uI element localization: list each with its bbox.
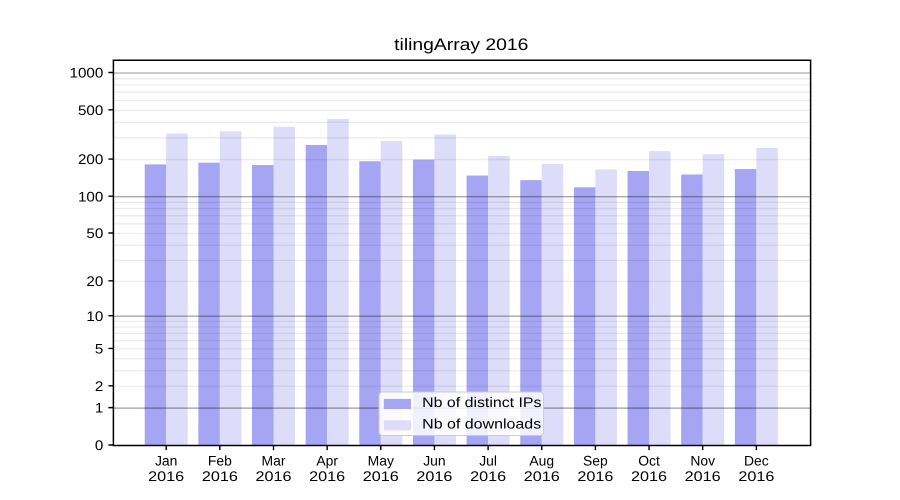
svg-text:500: 500: [78, 102, 104, 118]
svg-text:2016: 2016: [148, 468, 184, 484]
svg-text:Nb of downloads: Nb of downloads: [422, 415, 541, 431]
svg-text:200: 200: [78, 151, 104, 167]
svg-text:Oct: Oct: [638, 452, 660, 468]
svg-text:Jan: Jan: [155, 452, 177, 468]
svg-text:2016: 2016: [256, 468, 292, 484]
svg-text:2016: 2016: [685, 468, 721, 484]
svg-text:2016: 2016: [363, 468, 399, 484]
svg-text:Mar: Mar: [262, 452, 286, 468]
svg-text:10: 10: [86, 308, 103, 324]
svg-text:100: 100: [78, 188, 104, 204]
svg-text:Aug: Aug: [529, 452, 554, 468]
svg-text:1: 1: [95, 400, 104, 416]
svg-text:Apr: Apr: [316, 452, 338, 468]
svg-text:2016: 2016: [202, 468, 238, 484]
svg-text:Nov: Nov: [690, 452, 715, 468]
svg-text:2016: 2016: [416, 468, 452, 484]
svg-text:2016: 2016: [738, 468, 774, 484]
svg-text:Dec: Dec: [744, 452, 769, 468]
svg-text:50: 50: [86, 225, 103, 241]
svg-text:Feb: Feb: [208, 452, 232, 468]
svg-text:Nb of distinct IPs: Nb of distinct IPs: [422, 394, 541, 410]
svg-text:5: 5: [95, 340, 104, 356]
svg-text:20: 20: [86, 273, 103, 289]
svg-text:2016: 2016: [631, 468, 667, 484]
svg-text:2016: 2016: [524, 468, 560, 484]
svg-text:2016: 2016: [577, 468, 613, 484]
svg-text:tilingArray 2016: tilingArray 2016: [394, 35, 528, 54]
svg-text:May: May: [368, 452, 394, 468]
svg-text:0: 0: [95, 437, 104, 453]
svg-text:2016: 2016: [309, 468, 345, 484]
svg-text:Jun: Jun: [423, 452, 445, 468]
svg-text:Jul: Jul: [479, 452, 497, 468]
svg-text:1000: 1000: [70, 65, 104, 81]
svg-text:Sep: Sep: [583, 452, 608, 468]
svg-text:2016: 2016: [470, 468, 506, 484]
svg-text:2: 2: [95, 378, 104, 394]
